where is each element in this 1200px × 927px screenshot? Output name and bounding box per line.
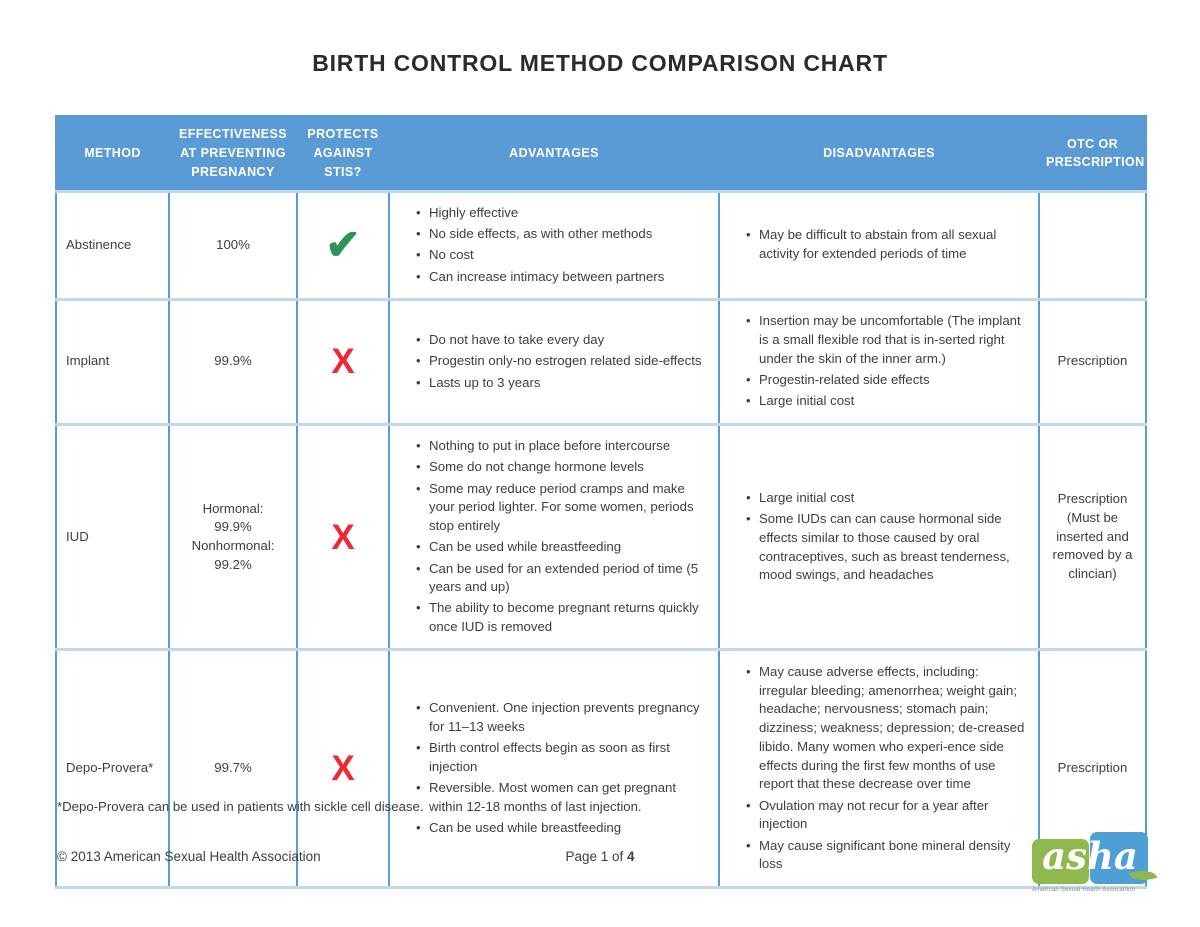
bullet-item: May cause significant bone mineral densi… [746,837,1030,874]
bullet-item: Birth control effects begin as soon as f… [416,739,710,776]
effectiveness-cell: 99.7% [168,648,298,889]
advantages-list: Highly effective No side effects, as with… [390,193,718,298]
otc-cell: Prescription (Must be inserted and remov… [1038,422,1147,652]
bullet-item: Can increase intimacy between partners [416,268,710,287]
bullet-item: Can be used while breastfeeding [416,819,710,838]
bullet-item: Progestin only-no estrogen related side-… [416,352,710,371]
bullet-item: Nothing to put in place before intercour… [416,437,710,456]
otc-cell: Prescription [1038,297,1147,426]
disadvantages-list: May be difficult to abstain from all sex… [720,215,1038,275]
disadvantages-cell: May cause adverse effects, including: ir… [718,648,1040,889]
check-icon: ✔ [325,221,361,269]
disadvantages-list: Large initial cost Some IUDs can can caus… [720,477,1038,596]
stis-cell: X [296,422,390,652]
stis-cell: X [296,648,390,889]
bullet-item: Large initial cost [746,489,1030,508]
disadvantages-list: May cause adverse effects, including: ir… [720,651,1038,885]
column-header-advantages: ADVANTAGES [388,115,720,192]
bullet-item: Lasts up to 3 years [416,374,710,393]
disadvantages-list: Insertion may be uncomfortable (The impl… [720,301,1038,423]
copyright: © 2013 American Sexual Health Associatio… [57,849,321,864]
bullet-item: May cause adverse effects, including: ir… [746,663,1030,794]
bullet-item: Some do not change hormone levels [416,458,710,477]
bullet-item: Do not have to take every day [416,331,710,350]
method-cell: Abstinence [55,189,170,301]
stis-cell: X [296,297,390,426]
column-header-effectiveness: EFFECTIVENESS AT PREVENTING PREGNANCY [168,115,298,192]
logo-wordmark: asha [1042,834,1138,878]
disadvantages-cell: Insertion may be uncomfortable (The impl… [718,297,1040,426]
page-number-label: Page 1 of [565,849,628,864]
effectiveness-cell: 100% [168,189,298,301]
stis-cell: ✔ [296,189,390,301]
bullet-item: Some may reduce period cramps and make y… [416,480,710,536]
otc-cell [1038,189,1147,301]
method-cell: IUD [55,422,170,652]
bullet-item: No cost [416,246,710,265]
page-number: Page 1 of 4 [0,849,1200,864]
table-row-depo-provera: Depo-Provera* 99.7% X Convenient. One in… [55,648,1147,889]
footnote: *Depo-Provera can be used in patients wi… [57,799,424,814]
method-cell: Depo-Provera* [55,648,170,889]
advantages-cell: Highly effective No side effects, as with… [388,189,720,301]
page-number-total: 4 [627,849,635,864]
bullet-item: Some IUDs can can cause hormonal side ef… [746,510,1030,585]
bullet-item: Progestin-related side effects [746,371,1030,390]
bullet-item: Highly effective [416,204,710,223]
comparison-table: METHOD EFFECTIVENESS AT PREVENTING PREGN… [55,115,1147,889]
bullet-item: Can be used for an extended period of ti… [416,560,710,597]
table-header: METHOD EFFECTIVENESS AT PREVENTING PREGN… [55,115,1147,192]
bullet-item: Convenient. One injection prevents pregn… [416,699,710,736]
effectiveness-cell: Hormonal: 99.9% Nonhormonal: 99.2% [168,422,298,652]
effectiveness-cell: 99.9% [168,297,298,426]
asha-logo: asha American Sexual Health Association [1030,830,1158,893]
bullet-item: Insertion may be uncomfortable (The impl… [746,312,1030,368]
advantages-cell: Convenient. One injection prevents pregn… [388,648,720,889]
bullet-item: Can be used while breastfeeding [416,538,710,557]
x-icon: X [331,342,355,382]
column-header-stis: PROTECTS AGAINST STIS? [296,115,390,192]
x-icon: X [331,517,355,557]
logo-subtext: American Sexual Health Association [1032,887,1136,893]
advantages-cell: Nothing to put in place before intercour… [388,422,720,652]
bullet-item: Ovulation may not recur for a year after… [746,797,1030,834]
table-row-iud: IUD Hormonal: 99.9% Nonhormonal: 99.2% X… [55,422,1147,652]
table-row-abstinence: Abstinence 100% ✔ Highly effective No sid… [55,189,1147,301]
bullet-item: Large initial cost [746,392,1030,411]
advantages-list: Convenient. One injection prevents pregn… [390,688,718,850]
disadvantages-cell: Large initial cost Some IUDs can can caus… [718,422,1040,652]
column-header-otc: OTC OR PRESCRIPTION [1038,115,1147,192]
advantages-list: Do not have to take every day Progestin o… [390,320,718,404]
advantages-list: Nothing to put in place before intercour… [390,426,718,649]
table-row-implant: Implant 99.9% X Do not have to take ever… [55,297,1147,426]
page-title: BIRTH CONTROL METHOD COMPARISON CHART [312,50,888,76]
bullet-item: May be difficult to abstain from all sex… [746,226,1030,263]
bullet-item: Reversible. Most women can get pregnant … [416,779,710,816]
bullet-item: The ability to become pregnant returns q… [416,599,710,636]
disadvantages-cell: May be difficult to abstain from all sex… [718,189,1040,301]
column-header-method: METHOD [55,115,170,192]
x-icon: X [331,748,355,788]
column-header-disadvantages: DISADVANTAGES [718,115,1040,192]
method-cell: Implant [55,297,170,426]
logo-green-box [1032,839,1089,884]
advantages-cell: Do not have to take every day Progestin o… [388,297,720,426]
bullet-item: No side effects, as with other methods [416,225,710,244]
